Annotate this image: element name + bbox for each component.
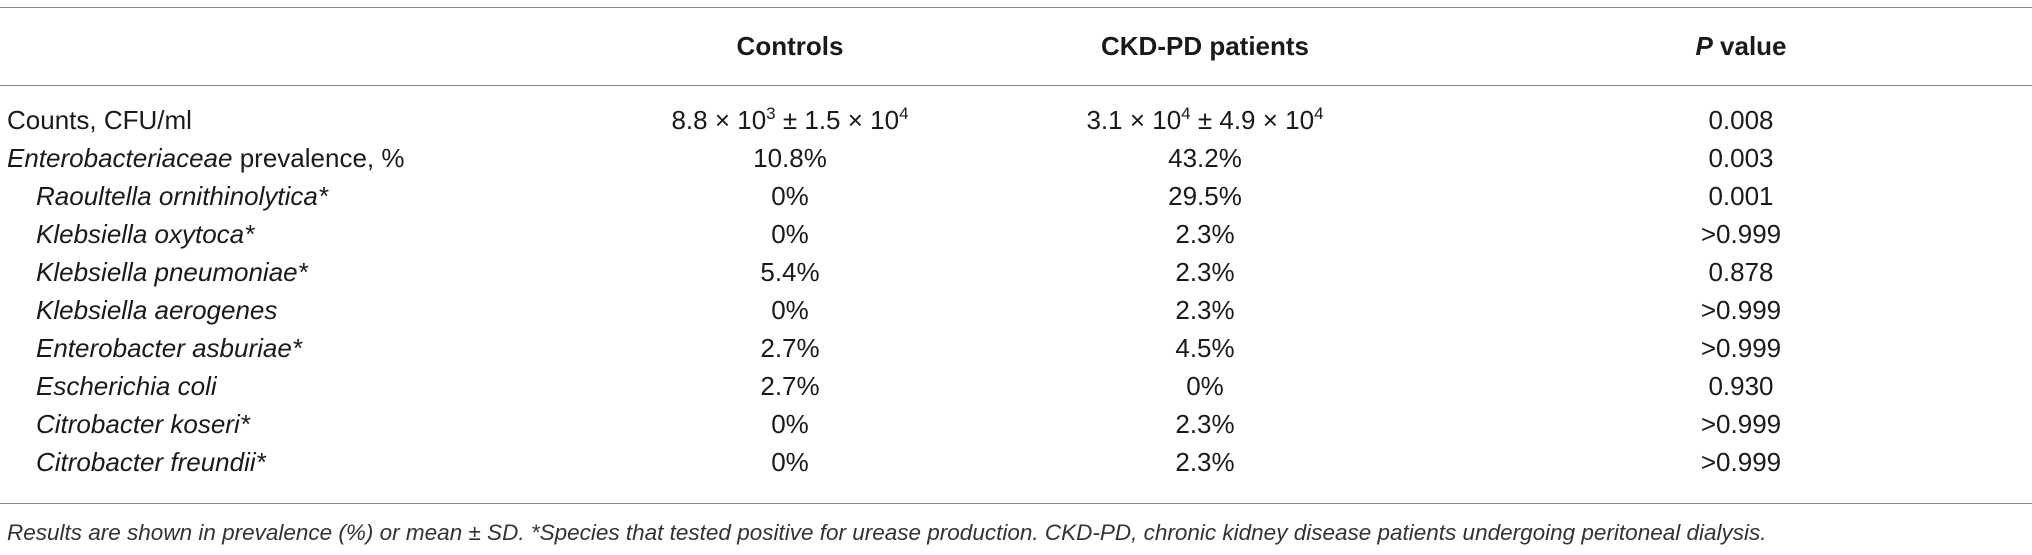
species-controls: 0% bbox=[771, 294, 809, 325]
header-p-italic: P bbox=[1695, 31, 1713, 61]
counts-controls-mantissa: 8.8 bbox=[671, 104, 708, 135]
species-name: Enterobacter asburiae* bbox=[36, 332, 302, 363]
species-p-value: 0.930 bbox=[1708, 370, 1774, 401]
species-ckd-pd: 2.3% bbox=[1175, 294, 1235, 325]
species-controls: 2.7% bbox=[760, 370, 820, 401]
species-ckd-pd: 2.3% bbox=[1175, 408, 1235, 439]
data-table: Controls CKD-PD patients P value Counts,… bbox=[0, 8, 2032, 481]
species-p-value: >0.999 bbox=[1700, 332, 1782, 363]
counts-controls-exp2: 4 bbox=[899, 103, 909, 123]
counts-label: Counts, CFU/ml bbox=[7, 104, 192, 135]
header-rule bbox=[0, 85, 2032, 86]
species-controls: 5.4% bbox=[760, 256, 820, 287]
species-ckd-pd: 2.3% bbox=[1175, 446, 1235, 477]
species-controls: 0% bbox=[771, 408, 809, 439]
species-name: Citrobacter freundii* bbox=[36, 446, 266, 477]
prevalence-ckd-pd: 43.2% bbox=[1168, 142, 1242, 173]
species-name: Citrobacter koseri* bbox=[36, 408, 250, 439]
bottom-rule bbox=[0, 503, 2032, 504]
table-row: Klebsiella aerogenes 0% 2.3% >0.999 bbox=[0, 291, 2032, 329]
species-name: Klebsiella aerogenes bbox=[36, 294, 278, 325]
counts-controls-pm: ± 1.5 × 10 bbox=[775, 104, 900, 135]
header-p-rest: value bbox=[1712, 31, 1787, 61]
prevalence-label: Enterobacteriaceae prevalence, % bbox=[0, 139, 580, 177]
species-controls: 0% bbox=[771, 180, 809, 211]
counts-ckd-pm: ± 4.9 × 10 bbox=[1190, 104, 1315, 135]
species-controls: 0% bbox=[771, 218, 809, 249]
species-ckd-pd: 4.5% bbox=[1175, 332, 1235, 363]
species-name: Klebsiella pneumoniae* bbox=[36, 256, 308, 287]
counts-ckd-exp: 4 bbox=[1181, 103, 1191, 123]
prevalence-p-value: 0.003 bbox=[1708, 142, 1774, 173]
species-name: Escherichia coli bbox=[36, 370, 217, 401]
counts-ckd-pd: 3.1 × 104 ± 4.9 × 104 bbox=[1000, 91, 1410, 139]
species-ckd-pd: 0% bbox=[1186, 370, 1224, 401]
prevalence-controls: 10.8% bbox=[753, 142, 827, 173]
species-controls: 2.7% bbox=[760, 332, 820, 363]
header-ckd-pd: CKD-PD patients bbox=[1100, 31, 1309, 61]
header-label bbox=[0, 8, 580, 91]
table-row: Enterobacter asburiae* 2.7% 4.5% >0.999 bbox=[0, 329, 2032, 367]
species-p-value: >0.999 bbox=[1700, 446, 1782, 477]
species-p-value: >0.999 bbox=[1700, 294, 1782, 325]
counts-p-value: 0.008 bbox=[1708, 104, 1774, 135]
table-row: Klebsiella oxytoca* 0% 2.3% >0.999 bbox=[0, 215, 2032, 253]
counts-row: Counts, CFU/ml 8.8 × 103 ± 1.5 × 104 3.1… bbox=[0, 91, 2032, 139]
counts-ckd-exp2: 4 bbox=[1314, 103, 1324, 123]
header-p-value: P value bbox=[1410, 8, 2032, 91]
table-footnote: Results are shown in prevalence (%) or m… bbox=[7, 520, 1767, 545]
prevalence-label-italic: Enterobacteriaceae bbox=[7, 142, 233, 173]
species-p-value: 0.878 bbox=[1708, 256, 1774, 287]
species-ckd-pd: 2.3% bbox=[1175, 256, 1235, 287]
prevalence-label-rest: prevalence, % bbox=[232, 142, 405, 173]
counts-controls: 8.8 × 103 ± 1.5 × 104 bbox=[580, 91, 1000, 139]
species-name: Klebsiella oxytoca* bbox=[36, 218, 255, 249]
table-row: Escherichia coli 2.7% 0% 0.930 bbox=[0, 367, 2032, 405]
header-row: Controls CKD-PD patients P value bbox=[0, 8, 2032, 91]
counts-ckd-times: × 10 bbox=[1122, 104, 1182, 135]
species-name: Raoultella ornithinolytica* bbox=[36, 180, 328, 211]
table-row: Citrobacter koseri* 0% 2.3% >0.999 bbox=[0, 405, 2032, 443]
species-p-value: 0.001 bbox=[1708, 180, 1774, 211]
species-ckd-pd: 2.3% bbox=[1175, 218, 1235, 249]
counts-ckd-mantissa: 3.1 bbox=[1086, 104, 1123, 135]
counts-controls-times: × 10 bbox=[707, 104, 767, 135]
species-ckd-pd: 29.5% bbox=[1168, 180, 1242, 211]
species-p-value: >0.999 bbox=[1700, 408, 1782, 439]
top-rule bbox=[0, 7, 2032, 8]
table-row: Klebsiella pneumoniae* 5.4% 2.3% 0.878 bbox=[0, 253, 2032, 291]
prevalence-row: Enterobacteriaceae prevalence, % 10.8% 4… bbox=[0, 139, 2032, 177]
table-row: Citrobacter freundii* 0% 2.3% >0.999 bbox=[0, 443, 2032, 481]
species-controls: 0% bbox=[771, 446, 809, 477]
counts-controls-exp: 3 bbox=[766, 103, 776, 123]
species-p-value: >0.999 bbox=[1700, 218, 1782, 249]
table-row: Raoultella ornithinolytica* 0% 29.5% 0.0… bbox=[0, 177, 2032, 215]
header-controls: Controls bbox=[736, 31, 844, 61]
